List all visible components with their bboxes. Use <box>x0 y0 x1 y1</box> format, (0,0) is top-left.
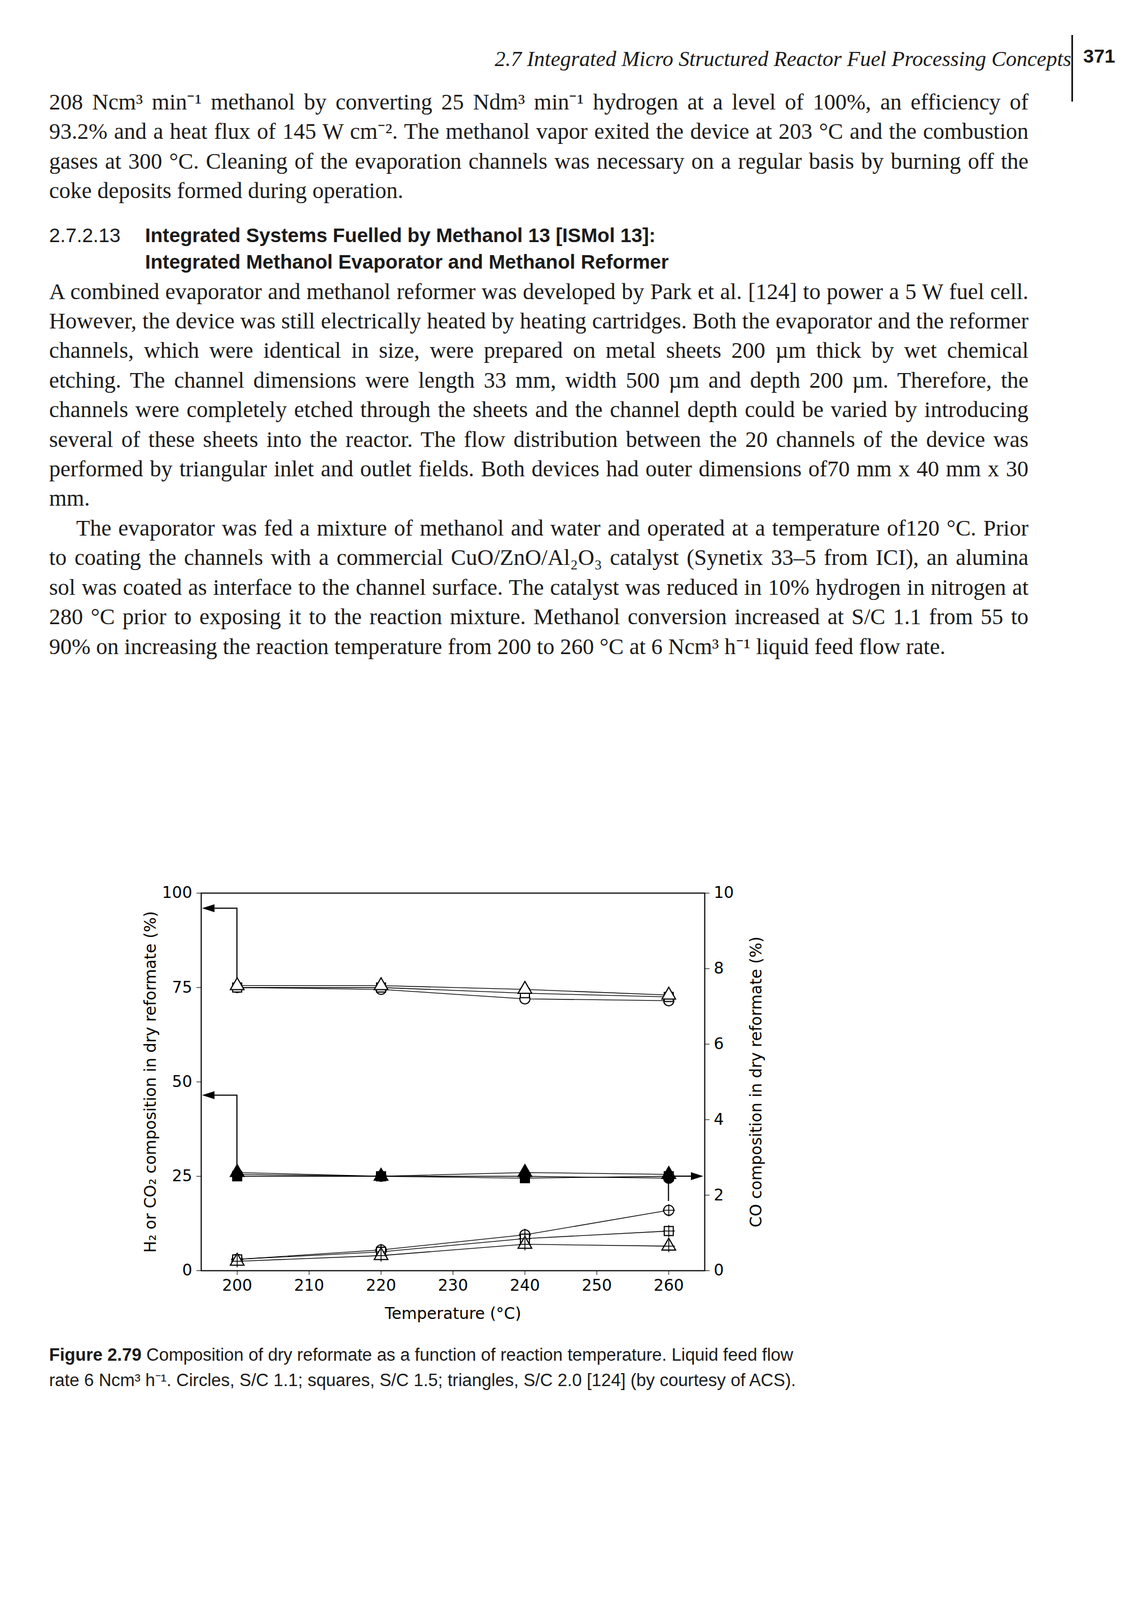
svg-text:0: 0 <box>714 1261 725 1280</box>
svg-text:4: 4 <box>714 1110 725 1129</box>
svg-text:260: 260 <box>653 1276 684 1295</box>
svg-text:220: 220 <box>365 1276 396 1295</box>
svg-text:CO composition in dry reformat: CO composition in dry reformate (%) <box>746 936 766 1228</box>
svg-text:25: 25 <box>172 1166 193 1186</box>
svg-text:0: 0 <box>182 1261 193 1280</box>
html-text:Integrated Systems Fuelled by: Integrated Systems Fuelled by Methanol 1… <box>145 223 656 246</box>
svg-text:100: 100 <box>162 883 192 903</box>
svg-text:10: 10 <box>714 883 735 903</box>
svg-text:240: 240 <box>509 1276 540 1295</box>
html-text:Integrated Methanol Evaporator: Integrated Methanol Evaporator and Metha… <box>145 250 669 273</box>
html-text:371: 371 <box>1083 45 1116 67</box>
svg-text:210: 210 <box>294 1276 324 1295</box>
svg-text:50: 50 <box>172 1072 193 1092</box>
html-text:2.7 Integrated Micro Structure: 2.7 Integrated Micro Structured Reactor … <box>494 46 1072 71</box>
svg-text:H₂ or CO₂ composition in dry r: H₂ or CO₂ composition in dry reformate (… <box>141 911 160 1253</box>
html-text:2.7.2.13: 2.7.2.13 <box>49 223 121 246</box>
svg-text:8: 8 <box>714 959 725 978</box>
html-text:Figure 2.79 Composition of dry: Figure 2.79 Composition of dry reformate… <box>49 1345 796 1391</box>
svg-text:250: 250 <box>581 1276 612 1295</box>
svg-text:6: 6 <box>714 1034 725 1054</box>
html-text:A combined evaporator and meth: A combined evaporator and methanol refor… <box>49 278 1029 512</box>
svg-text:2: 2 <box>714 1185 725 1205</box>
html-text:208 Ncm³ min⁻¹ methanol by con: 208 Ncm³ min⁻¹ methanol by converting 25… <box>49 89 1029 204</box>
svg-text:75: 75 <box>172 978 193 997</box>
html-text:The evaporator was fed a mixtu: The evaporator was fed a mixture of meth… <box>49 515 1029 660</box>
svg-text:Temperature (°C): Temperature (°C) <box>384 1304 522 1324</box>
svg-text:230: 230 <box>438 1276 468 1295</box>
svg-text:200: 200 <box>221 1276 252 1295</box>
